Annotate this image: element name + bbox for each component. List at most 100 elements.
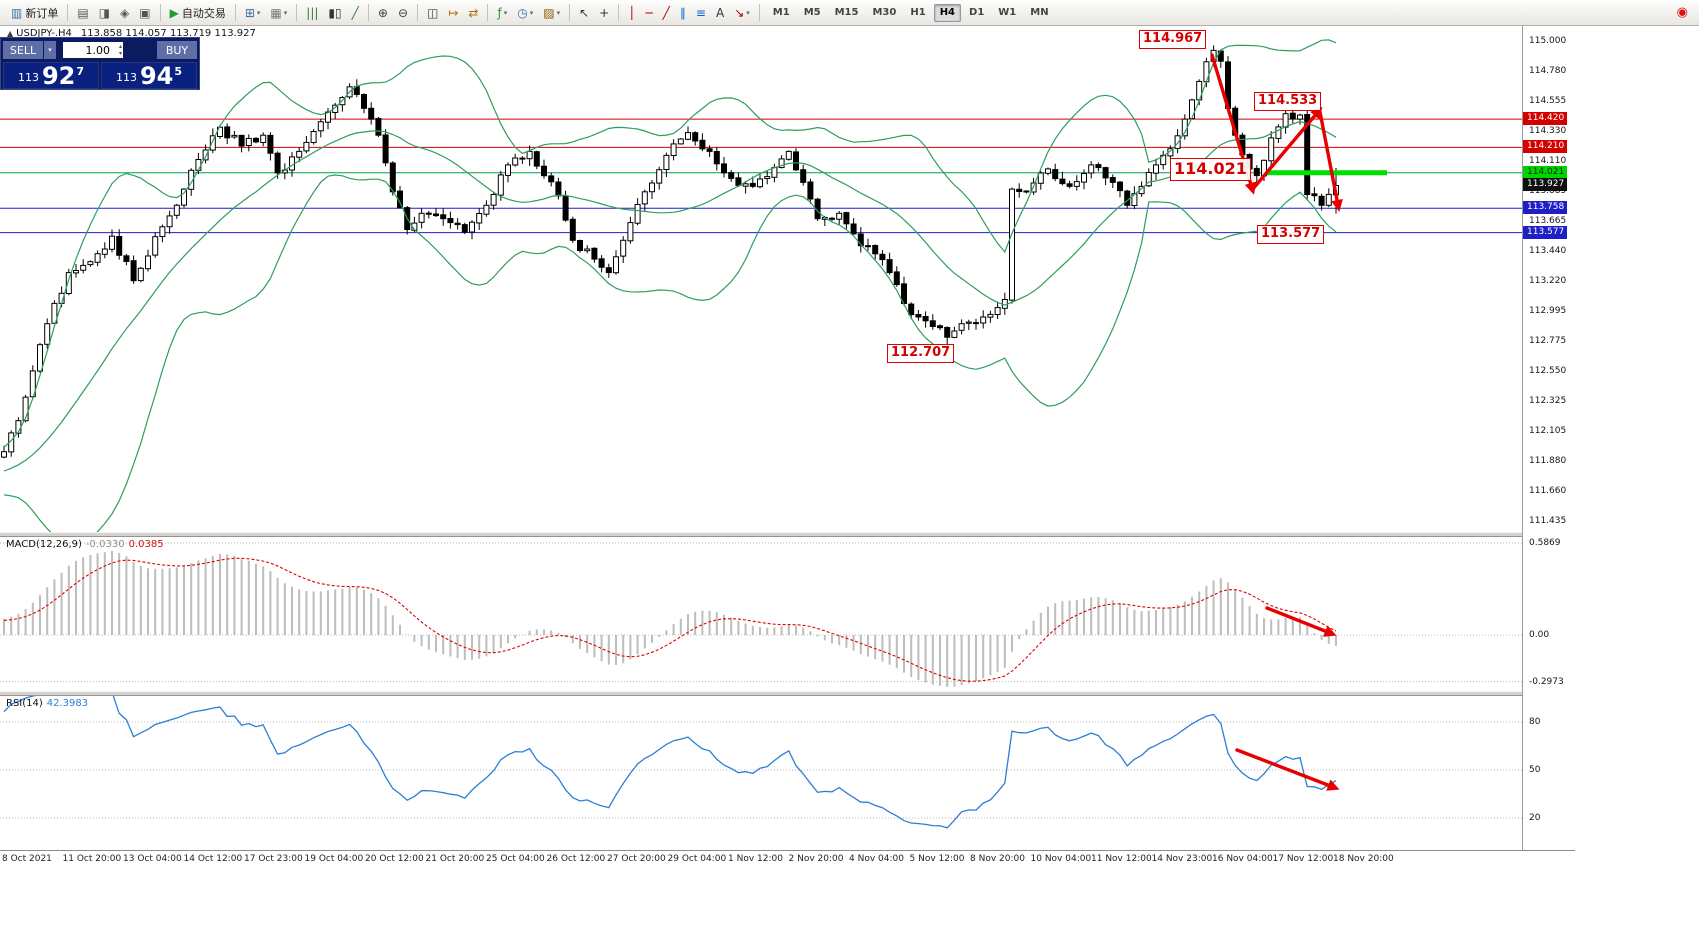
templates-button[interactable]: ▨ ▾ <box>539 2 564 24</box>
profiles-button[interactable]: ▦ ▾ <box>266 2 291 24</box>
trendline-tool-button[interactable]: ╱ <box>659 2 674 24</box>
macd-pane[interactable]: MACD(12,26,9) -0.0330 0.0385 <box>0 537 1522 691</box>
buy-label-button[interactable]: BUY <box>157 41 197 59</box>
autotrading-button[interactable]: ▶ 自动交易 <box>166 2 230 24</box>
chart-shift-button[interactable]: ⇄ <box>464 2 482 24</box>
timeframe-d1-button[interactable]: D1 <box>969 6 985 18</box>
new-order-icon: ▥ <box>11 5 23 20</box>
sell-label-button[interactable]: SELL <box>3 41 43 59</box>
pane-separator[interactable] <box>0 691 1575 696</box>
timeframe-mn-button[interactable]: MN <box>1030 6 1049 18</box>
new-chart-button[interactable]: ⊞ ▾ <box>241 2 265 24</box>
toolbar-separator <box>234 4 236 21</box>
price-pane[interactable]: ▲ USDJPY-.H4 113.858 114.057 113.719 113.9… <box>0 26 1522 532</box>
macd-canvas[interactable] <box>0 537 1522 691</box>
timeframe-m30-button[interactable]: M30 <box>872 6 897 18</box>
toolbar-separator <box>487 4 489 21</box>
rsi-canvas[interactable] <box>0 696 1522 850</box>
sell-button[interactable]: 113 92 7 <box>3 62 99 89</box>
caret-down-icon: ▾ <box>529 8 534 17</box>
axis-time-label: 18 Nov 20:00 <box>1333 854 1394 864</box>
axis-time-label: 29 Oct 04:00 <box>667 854 727 864</box>
axis-time-label: 1 Nov 12:00 <box>728 854 783 864</box>
line-chart-button[interactable]: ╱ <box>348 2 363 24</box>
axis-price-label: 112.550 <box>1529 365 1567 376</box>
price-chart-canvas[interactable] <box>0 26 1522 532</box>
caret-down-icon: ▾ <box>283 8 288 17</box>
indicators-button[interactable]: ƒ ▾ <box>493 2 511 24</box>
candlestick-chart-button[interactable]: ▮▯ <box>324 2 345 24</box>
price-axis[interactable]: 115.000114.780114.555114.330114.110113.8… <box>1522 26 1575 850</box>
volume-down-icon[interactable]: ▾ <box>118 50 122 57</box>
price-annotation[interactable]: 114.021 <box>1170 158 1251 181</box>
zoom-in-button[interactable]: ⊕ <box>374 2 392 24</box>
crosshair-tool-button[interactable]: + <box>595 2 613 24</box>
navigator-icon[interactable]: ◈ <box>116 2 133 24</box>
terminal-icon[interactable]: ▣ <box>135 2 154 24</box>
axis-rsi-label: 20 <box>1529 813 1541 823</box>
timeframe-m5-button[interactable]: M5 <box>803 6 821 18</box>
news-alert-icon[interactable]: ◉ <box>1673 2 1692 24</box>
axis-macd-label: 0.5869 <box>1529 538 1561 548</box>
navigator-icon-icon: ◈ <box>120 5 130 20</box>
new-order-button[interactable]: ▥ 新订单 <box>7 2 62 24</box>
chart-shift-icon: ⇄ <box>468 5 479 20</box>
news-alert-icon: ◉ <box>1676 5 1688 20</box>
axis-rsi-label: 50 <box>1529 765 1541 775</box>
resistance-line-2-price-tag: 114.210 <box>1523 140 1568 154</box>
price-annotation[interactable]: 112.707 <box>887 344 955 363</box>
axis-time-label: 2 Nov 20:00 <box>788 854 844 864</box>
volume-field[interactable]: 1.00 ▴ ▾ <box>63 42 123 58</box>
axis-time-label: 19 Oct 04:00 <box>304 854 364 864</box>
bar-chart-button[interactable]: ||| <box>302 2 322 24</box>
axis-price-label: 112.995 <box>1529 305 1567 316</box>
price-annotation[interactable]: 113.577 <box>1257 225 1325 244</box>
bid-price-tag: 113.927 <box>1523 178 1568 192</box>
timeframe-m15-button[interactable]: M15 <box>834 6 859 18</box>
timeframe-w1-button[interactable]: W1 <box>998 6 1017 18</box>
price-annotation[interactable]: 114.533 <box>1254 92 1322 111</box>
trend-arrow[interactable] <box>1318 110 1343 212</box>
timeframe-h4-button[interactable]: H4 <box>933 3 962 22</box>
horizontal-line-tool-button[interactable]: ─ <box>641 2 656 24</box>
axis-time-label: 16 Nov 04:00 <box>1212 854 1273 864</box>
axis-time-label: 11 Nov 12:00 <box>1091 854 1152 864</box>
cursor-tool-button[interactable]: ↖ <box>575 2 593 24</box>
sell-options-caret-icon[interactable]: ▾ <box>44 41 56 59</box>
toolbar-separator <box>367 4 369 21</box>
price-annotation[interactable]: 114.967 <box>1139 30 1207 49</box>
trend-arrow[interactable] <box>1235 748 1340 791</box>
text-tool-button[interactable]: A <box>712 2 728 24</box>
toolbar-separator <box>296 4 298 21</box>
market-watch-icon[interactable]: ▤ <box>73 2 92 24</box>
macd-label: MACD(12,26,9) -0.0330 0.0385 <box>6 539 164 550</box>
arrows-tool-button[interactable]: ↘ ▾ <box>730 2 754 24</box>
resistance-line-1-price-tag: 114.420 <box>1523 112 1568 126</box>
axis-price-label: 111.880 <box>1529 456 1567 467</box>
bar-chart-icon: ||| <box>306 5 319 20</box>
auto-scroll-icon: ↦ <box>448 5 459 20</box>
auto-scroll-button[interactable]: ↦ <box>444 2 462 24</box>
fibonacci-tool-button[interactable]: ≡ <box>692 2 710 24</box>
symbol-marker-icon: ▲ <box>7 29 14 38</box>
axis-rsi-label: 80 <box>1529 717 1541 727</box>
timeframe-m1-button[interactable]: M1 <box>772 6 790 18</box>
trend-arrow[interactable] <box>1265 606 1337 637</box>
volume-up-icon[interactable]: ▴ <box>118 43 122 50</box>
data-window-icon[interactable]: ◨ <box>95 2 114 24</box>
time-axis[interactable]: 8 Oct 2021 11 Oct 20:00 13 Oct 04:00 14 Oct… <box>0 850 1575 868</box>
fibonacci-tool-icon: ≡ <box>695 5 706 20</box>
tile-windows-button[interactable]: ◫ <box>423 2 442 24</box>
axis-time-label: 11 Oct 20:00 <box>62 854 122 864</box>
periods-button[interactable]: ◷ ▾ <box>513 2 537 24</box>
buy-button[interactable]: 113 94 5 <box>101 62 197 89</box>
timeframe-h1-button[interactable]: H1 <box>910 6 926 18</box>
pane-separator[interactable] <box>0 532 1575 537</box>
vertical-line-tool-button[interactable]: │ <box>624 2 639 24</box>
chart-ohlc-info: ▲ USDJPY-.H4 113.858 114.057 113.719 113.9… <box>7 28 256 39</box>
caret-down-icon: ▾ <box>256 8 261 17</box>
zoom-out-button[interactable]: ⊖ <box>394 2 412 24</box>
support-line-2-price-tag: 113.577 <box>1523 225 1568 239</box>
channel-tool-button[interactable]: ∥ <box>676 2 690 24</box>
rsi-pane[interactable]: RSI(14) 42.3983 <box>0 696 1522 850</box>
